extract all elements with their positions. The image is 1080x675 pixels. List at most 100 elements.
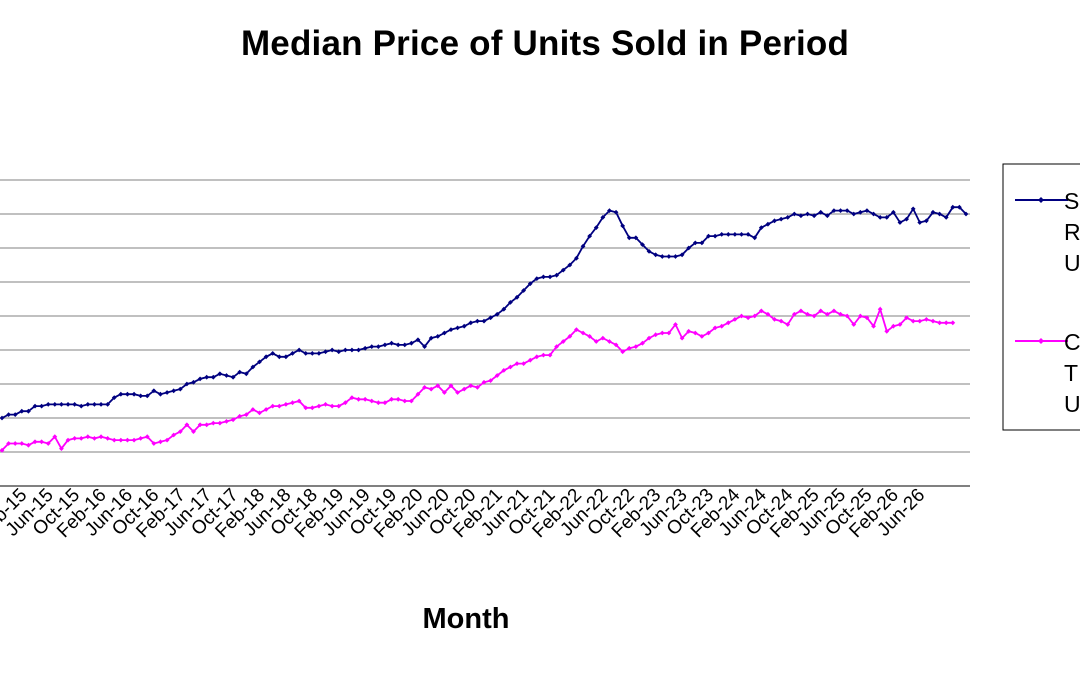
data-point	[884, 215, 890, 220]
data-point	[118, 437, 124, 443]
data-point	[461, 323, 467, 329]
data-point	[739, 313, 744, 319]
data-point	[791, 311, 797, 317]
data-point	[270, 403, 276, 409]
data-point	[65, 437, 71, 443]
data-point	[732, 317, 738, 322]
data-point	[184, 381, 190, 387]
data-point	[111, 395, 117, 400]
data-point	[488, 378, 494, 383]
data-point	[382, 400, 388, 406]
data-point	[805, 311, 810, 317]
data-point	[375, 400, 381, 406]
data-point	[356, 347, 361, 353]
data-point	[105, 402, 111, 407]
data-point	[329, 403, 335, 409]
data-point	[283, 354, 289, 360]
data-point	[758, 225, 764, 230]
data-point	[739, 232, 744, 237]
data-point	[719, 323, 725, 329]
data-point	[745, 232, 751, 237]
data-point	[296, 347, 302, 353]
data-point	[574, 327, 579, 332]
data-point	[560, 339, 566, 344]
data-point	[382, 342, 388, 348]
series-layer	[0, 204, 969, 453]
data-point	[897, 322, 903, 327]
data-point	[65, 402, 71, 407]
data-point	[732, 232, 738, 237]
data-point	[270, 351, 276, 356]
data-point	[151, 441, 157, 446]
data-point	[131, 437, 137, 443]
data-point	[316, 351, 322, 356]
data-point	[943, 215, 949, 220]
data-point	[210, 374, 216, 380]
data-point	[448, 327, 454, 332]
data-point	[871, 323, 876, 329]
data-point	[910, 206, 916, 212]
data-point	[59, 446, 64, 451]
data-point	[230, 374, 236, 380]
data-point	[191, 429, 196, 434]
data-point	[85, 402, 91, 407]
data-point	[890, 323, 896, 329]
data-point	[527, 281, 533, 287]
data-point	[646, 335, 652, 341]
data-point	[857, 313, 863, 319]
data-point	[52, 434, 58, 440]
data-point	[824, 311, 830, 317]
data-point	[191, 379, 196, 385]
data-point	[52, 402, 58, 407]
data-point	[408, 340, 414, 346]
data-point	[441, 330, 447, 336]
data-point	[864, 315, 870, 321]
data-point	[930, 318, 936, 324]
data-point	[758, 308, 764, 314]
data-point	[415, 391, 421, 397]
data-point	[85, 434, 91, 440]
data-point	[481, 318, 487, 324]
data-point	[811, 313, 817, 319]
data-point	[230, 417, 236, 423]
data-point	[303, 405, 309, 411]
data-point	[917, 318, 923, 324]
data-point	[666, 254, 672, 259]
data-point	[574, 255, 579, 261]
data-point	[435, 334, 441, 339]
data-point	[283, 402, 289, 407]
data-point	[567, 334, 573, 339]
data-point	[362, 345, 368, 351]
data-point	[805, 211, 810, 217]
data-point	[686, 328, 692, 334]
data-point	[197, 422, 203, 428]
data-point	[765, 221, 771, 227]
data-point	[329, 347, 335, 353]
data-point	[263, 407, 269, 412]
legend: S R U C T U	[1002, 163, 1080, 431]
data-point	[494, 373, 500, 378]
data-point	[699, 334, 705, 339]
data-point	[39, 439, 45, 445]
data-point	[389, 340, 394, 346]
data-point	[144, 393, 150, 399]
data-point	[12, 441, 18, 446]
data-point	[138, 436, 144, 441]
data-point	[118, 391, 124, 397]
data-point	[600, 335, 606, 341]
data-point	[45, 402, 51, 407]
data-point	[349, 395, 355, 400]
data-point	[607, 208, 612, 213]
data-point	[59, 402, 64, 407]
data-point	[428, 335, 434, 341]
data-point	[217, 420, 223, 426]
data-point	[415, 337, 421, 343]
data-point	[877, 215, 883, 220]
data-point	[290, 351, 295, 356]
data-point	[567, 262, 573, 268]
data-point	[653, 252, 659, 258]
data-point	[838, 208, 843, 213]
data-point	[844, 313, 850, 319]
